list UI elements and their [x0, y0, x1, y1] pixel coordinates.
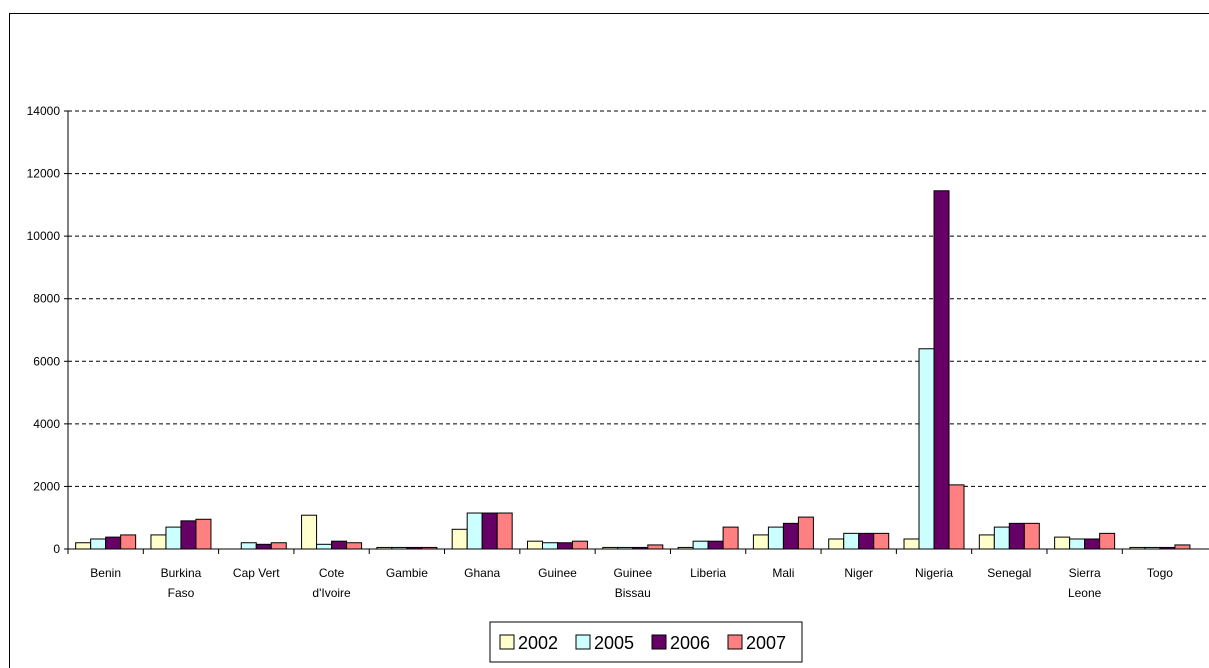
y-tick-label: 2000	[33, 479, 60, 493]
bar-2005	[993, 526, 1010, 550]
bar-2002	[451, 528, 468, 550]
bar-2007	[270, 542, 287, 550]
x-tick-label: Liberia	[690, 566, 726, 580]
bar-2007	[120, 534, 137, 550]
bar-2007	[571, 540, 588, 550]
bar-2005	[767, 526, 784, 550]
bar-2006	[933, 190, 950, 550]
bar-2002	[752, 534, 769, 550]
bar-2006	[1008, 522, 1025, 550]
legend-label-2005: 2005	[594, 633, 634, 653]
bar-2005	[843, 532, 860, 550]
y-tick-label: 0	[53, 542, 60, 556]
y-tick-label: 12000	[27, 167, 61, 181]
y-tick-label: 14000	[27, 104, 61, 118]
bar-2007	[195, 518, 212, 550]
bar-2002	[301, 514, 318, 550]
bar-2006	[556, 542, 573, 550]
bar-2005	[918, 348, 935, 550]
bar-2002	[903, 538, 920, 550]
bar-2007	[1174, 544, 1191, 550]
bar-2005	[541, 542, 558, 550]
bar-2007	[496, 512, 513, 550]
bar-2005	[316, 543, 333, 550]
bar-2007	[647, 544, 664, 550]
x-tick-label: Cote d'Ivoire	[312, 566, 351, 600]
legend-label-2006: 2006	[670, 633, 710, 653]
y-tick-label: 4000	[33, 417, 60, 431]
x-tick-label: Gambie	[386, 566, 428, 580]
bars	[75, 190, 1191, 550]
x-tick-label: Mali	[772, 566, 794, 580]
legend-label-2002: 2002	[518, 633, 558, 653]
bar-2006	[1084, 538, 1101, 550]
bar-2002	[150, 534, 167, 550]
bar-2007	[948, 484, 965, 550]
bar-2005	[165, 526, 182, 550]
x-tick-label: Benin	[90, 566, 121, 580]
legend-box	[489, 621, 803, 663]
chart-frame	[9, 13, 1209, 668]
legend: 2002 2005 2006 2007	[489, 621, 803, 663]
bar-2007	[1099, 532, 1116, 550]
bar-2002	[75, 542, 92, 550]
bar-2006	[782, 522, 799, 550]
x-tick-labels: Benin Burkina Faso Cap Vert Cote d'Ivoire Gamb…	[90, 566, 1173, 600]
bar-2007	[346, 542, 363, 550]
x-tick-label: Togo	[1147, 566, 1173, 580]
bar-2005	[1069, 538, 1086, 550]
axes	[64, 110, 1209, 554]
bar-2007	[797, 516, 814, 550]
legend-label-2007: 2007	[746, 633, 786, 653]
bar-2006	[105, 536, 122, 550]
legend-swatch-2005	[575, 634, 591, 650]
x-tick-label: Burkina Faso	[161, 566, 202, 600]
legend-swatch-2007	[727, 634, 743, 650]
bar-2002	[828, 538, 845, 550]
legend-swatch-2002	[499, 634, 515, 650]
bar-2006	[180, 520, 197, 550]
x-tick-label: Niger	[844, 566, 873, 580]
y-tick-label: 6000	[33, 354, 60, 368]
legend-swatch-2006	[651, 634, 667, 650]
y-tick-label: 10000	[27, 229, 61, 243]
x-tick-label: Sierra Leone	[1068, 566, 1102, 600]
x-tick-label: Cap Vert	[233, 566, 280, 580]
x-tick-label: Nigeria	[915, 566, 953, 580]
bar-2002	[526, 540, 543, 550]
bar-2006	[858, 532, 875, 550]
y-tick-labels: 0 2000 4000 6000 8000 10000 12000 14000	[27, 104, 61, 556]
bar-2005	[90, 538, 107, 550]
x-tick-label: Guinee Bissau	[613, 566, 652, 600]
bar-2005	[466, 512, 483, 550]
gridlines	[68, 110, 1209, 487]
bar-2005	[692, 540, 709, 550]
y-tick-label: 8000	[33, 292, 60, 306]
bar-2006	[481, 512, 498, 550]
x-tick-label: Senegal	[987, 566, 1031, 580]
bar-2005	[240, 542, 257, 550]
bar-2007	[722, 526, 739, 550]
x-tick-label: Guinee	[538, 566, 577, 580]
x-tick-label: Ghana	[464, 566, 500, 580]
bar-2007	[873, 532, 890, 550]
bar-2006	[331, 540, 348, 550]
bar-2002	[1054, 536, 1071, 550]
bar-2007	[1023, 522, 1040, 550]
bar-2006	[255, 543, 272, 550]
bar-2002	[978, 534, 995, 550]
bar-2006	[707, 540, 724, 550]
